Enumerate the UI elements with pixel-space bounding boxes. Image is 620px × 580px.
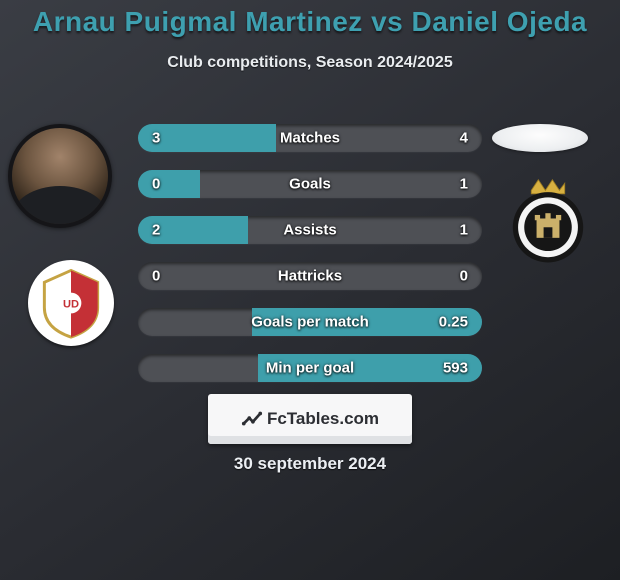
stat-fill-right [252,308,482,336]
almeria-crest-icon: UD [34,266,108,340]
page-subtitle: Club competitions, Season 2024/2025 [0,54,620,72]
club-right-crest [498,178,598,266]
player-left-avatar [8,124,112,228]
brand-text: FcTables.com [267,409,379,429]
stat-fill-right [258,354,482,382]
chart-icon [241,408,263,430]
stat-row: 0.25Goals per match [138,308,482,336]
stat-row: 593Min per goal [138,354,482,382]
stats-chart: 34Matches 01Goals 21Assists 00Hattricks 0.25… [138,124,482,400]
footer-date: 30 september 2024 [0,454,620,474]
stat-row: 21Assists [138,216,482,244]
stat-track [138,262,482,290]
stat-row: 01Goals [138,170,482,198]
page-title: Arnau Puigmal Martinez vs Daniel Ojeda [0,0,620,38]
club-left-crest: UD [28,260,114,346]
stat-fill-left [138,124,276,152]
svg-text:UD: UD [63,298,79,310]
stat-fill-left [138,170,200,198]
brand-badge: FcTables.com [208,394,412,444]
stat-fill-left [138,216,248,244]
stat-row: 34Matches [138,124,482,152]
stat-row: 00Hattricks [138,262,482,290]
player-right-avatar [492,124,588,152]
burgos-crest-icon [498,178,598,266]
